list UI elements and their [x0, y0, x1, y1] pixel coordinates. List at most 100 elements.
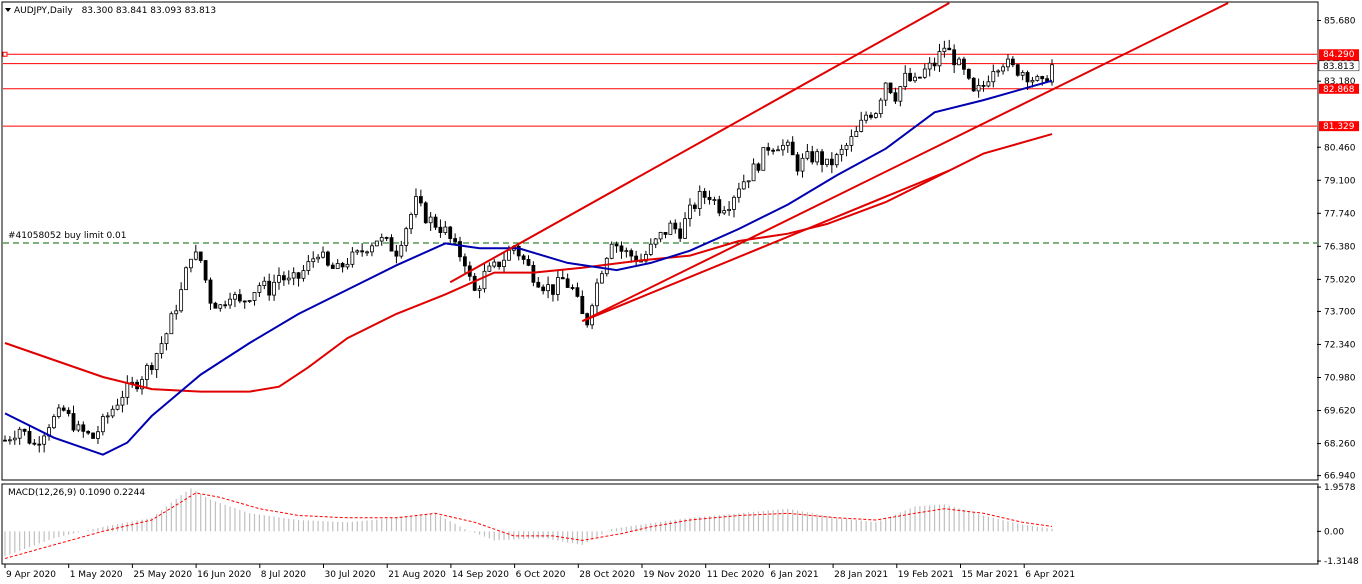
candle	[551, 284, 555, 302]
candle	[370, 242, 374, 257]
trend-line-1[interactable]	[449, 2, 950, 284]
candle	[42, 432, 47, 453]
candle	[800, 153, 805, 178]
date-tick-label: 9 Apr 2020	[6, 570, 56, 580]
candle	[237, 289, 242, 304]
candle	[301, 265, 306, 282]
candle	[174, 304, 179, 320]
date-tick-label: 28 Oct 2020	[579, 570, 635, 580]
level-tag-label: 82.868	[1323, 85, 1355, 95]
candle	[321, 246, 325, 259]
date-tick-label: 25 May 2020	[133, 570, 192, 580]
candle	[683, 212, 687, 240]
candle	[443, 221, 448, 235]
candle	[198, 251, 203, 263]
candle	[599, 270, 604, 284]
candle	[893, 87, 898, 104]
candle	[966, 68, 971, 81]
candle	[52, 414, 56, 430]
ma-slow-line	[4, 133, 1053, 393]
candle	[502, 251, 506, 274]
candle	[296, 272, 301, 287]
candle	[908, 67, 913, 82]
candle	[756, 162, 761, 173]
candle	[732, 195, 736, 218]
candle	[360, 243, 365, 257]
candle	[242, 300, 247, 309]
candle	[991, 64, 996, 88]
price-tick-label: 83.180	[1324, 77, 1356, 87]
candle	[32, 439, 37, 446]
macd-tick-label: 1.9578	[1324, 483, 1356, 493]
candle	[688, 198, 692, 227]
candle	[272, 274, 276, 301]
candle	[869, 112, 873, 120]
candle	[658, 231, 663, 243]
candle	[878, 97, 883, 118]
candle	[394, 244, 399, 264]
candle	[521, 254, 526, 265]
candle	[389, 234, 394, 252]
candle	[653, 238, 658, 249]
candle	[453, 233, 458, 245]
candle	[692, 202, 697, 212]
price-tick-label: 66.940	[1324, 472, 1356, 482]
candle	[815, 148, 820, 166]
candle	[751, 158, 756, 182]
candle	[717, 195, 722, 217]
candle	[37, 436, 42, 453]
date-tick-label: 19 Feb 2021	[898, 570, 954, 580]
candle	[86, 430, 91, 435]
channel-lower-line[interactable]	[581, 169, 950, 323]
candle	[379, 233, 384, 246]
price-tick-label: 76.380	[1324, 242, 1356, 252]
candle	[477, 285, 482, 299]
candle	[340, 261, 345, 273]
candle	[962, 56, 966, 75]
candle	[516, 244, 521, 261]
candle	[673, 219, 678, 234]
time-axis: 9 Apr 2020 1 May 2020 25 May 2020 16 Jun 20…	[4, 564, 1075, 580]
candle	[746, 180, 751, 189]
candle	[648, 238, 653, 257]
candle	[736, 182, 741, 203]
candle	[335, 259, 340, 269]
candle	[913, 72, 917, 83]
candle	[71, 405, 76, 433]
candle	[918, 76, 922, 79]
candle	[208, 277, 213, 310]
candle	[12, 430, 17, 445]
price-tick-label: 79.100	[1324, 176, 1356, 186]
date-tick-label: 28 Jan 2021	[834, 570, 888, 580]
date-tick-label: 21 Aug 2020	[388, 570, 446, 580]
candle	[937, 43, 942, 72]
price-tick-label: 70.980	[1324, 373, 1356, 383]
candle	[888, 82, 893, 95]
candle	[771, 148, 776, 155]
candle	[203, 259, 208, 284]
candle	[864, 111, 868, 124]
candle	[228, 292, 232, 309]
candle	[100, 413, 105, 436]
candle	[193, 244, 198, 261]
level-handle[interactable]	[2, 51, 8, 57]
candle	[595, 278, 599, 314]
level-tag-label: 84.290	[1323, 50, 1355, 60]
candle	[487, 262, 492, 273]
candle	[614, 241, 619, 253]
candle	[423, 201, 428, 224]
price-tick-label: 77.740	[1324, 209, 1356, 219]
price-panel[interactable]	[1, 1, 1319, 481]
price-tick-label: 85.680	[1324, 16, 1356, 26]
candle	[942, 40, 947, 58]
candle	[418, 189, 423, 207]
macd-tick-label: 0.00	[1324, 527, 1344, 537]
candle	[189, 258, 193, 273]
candle	[546, 276, 550, 299]
candle	[233, 291, 237, 308]
trend-line-2[interactable]	[581, 2, 1229, 323]
candle	[306, 254, 311, 275]
candle	[952, 44, 957, 74]
collapse-triangle-icon[interactable]	[5, 8, 11, 12]
